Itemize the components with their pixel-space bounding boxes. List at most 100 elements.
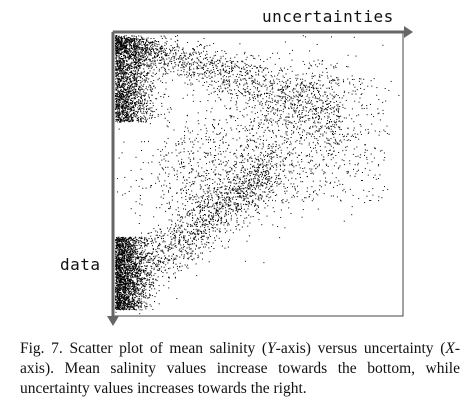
scatter-point — [122, 103, 124, 105]
scatter-point — [146, 64, 148, 66]
scatter-point — [298, 111, 300, 113]
scatter-point — [214, 54, 216, 56]
scatter-point — [291, 107, 292, 109]
scatter-point — [314, 105, 316, 107]
scatter-point — [230, 100, 232, 102]
scatter-point — [119, 68, 121, 70]
scatter-point — [330, 159, 332, 161]
scatter-point — [322, 135, 324, 137]
scatter-point — [285, 73, 287, 75]
scatter-point — [292, 186, 294, 188]
scatter-point — [321, 74, 323, 76]
scatter-point — [139, 39, 141, 41]
scatter-point — [313, 147, 314, 149]
scatter-point — [301, 110, 303, 111]
scatter-point — [268, 97, 270, 99]
scatter-point — [355, 93, 357, 95]
scatter-point — [149, 113, 151, 115]
scatter-point — [254, 65, 256, 67]
scatter-point — [187, 223, 189, 225]
scatter-point — [290, 104, 292, 106]
scatter-point — [327, 103, 329, 105]
scatter-point — [275, 144, 277, 146]
scatter-point — [131, 100, 132, 101]
scatter-point — [117, 103, 119, 105]
scatter-point — [148, 261, 150, 263]
scatter-point — [229, 170, 231, 172]
scatter-point — [124, 36, 125, 38]
scatter-point — [119, 108, 121, 110]
scatter-point — [128, 121, 130, 123]
scatter-point — [255, 145, 257, 147]
scatter-point — [225, 175, 227, 177]
scatter-point — [165, 172, 166, 174]
scatter-point — [252, 128, 254, 130]
scatter-point — [251, 77, 253, 79]
scatter-point — [306, 107, 308, 109]
scatter-point — [215, 65, 217, 67]
scatter-point — [138, 63, 140, 65]
scatter-point — [186, 193, 188, 194]
scatter-point — [294, 112, 296, 114]
scatter-point — [125, 104, 127, 106]
scatter-point — [133, 40, 135, 41]
scatter-point — [266, 101, 268, 103]
scatter-point — [259, 188, 261, 190]
scatter-point — [235, 82, 237, 84]
scatter-point — [123, 84, 125, 86]
scatter-point — [178, 210, 180, 212]
scatter-point — [253, 57, 255, 59]
scatter-point — [187, 127, 189, 129]
scatter-point — [129, 41, 131, 43]
scatter-point — [199, 52, 201, 54]
scatter-point — [175, 246, 177, 248]
scatter-point — [135, 60, 137, 62]
scatter-point — [288, 116, 290, 118]
scatter-point — [216, 66, 218, 68]
scatter-point — [268, 129, 270, 131]
scatter-point — [129, 49, 131, 51]
scatter-point — [185, 55, 187, 57]
scatter-point — [249, 192, 251, 194]
scatter-point — [219, 187, 221, 189]
scatter-point — [126, 115, 128, 117]
scatter-point — [205, 136, 207, 137]
scatter-point — [206, 110, 208, 112]
scatter-point — [305, 120, 307, 122]
scatter-point — [248, 188, 249, 189]
scatter-point — [334, 95, 336, 97]
scatter-point — [242, 195, 244, 197]
scatter-point — [268, 71, 270, 73]
scatter-point — [313, 84, 315, 86]
scatter-point — [128, 102, 130, 104]
scatter-point — [202, 232, 204, 234]
scatter-point — [135, 38, 137, 40]
scatter-point — [209, 152, 211, 154]
scatter-point — [120, 94, 122, 96]
scatter-point — [131, 116, 133, 118]
scatter-point — [256, 174, 258, 176]
scatter-point — [155, 72, 157, 74]
scatter-point — [128, 99, 130, 101]
scatter-point — [329, 93, 331, 95]
scatter-point — [145, 103, 147, 104]
scatter-point — [179, 242, 181, 244]
scatter-point — [187, 83, 189, 85]
scatter-point — [125, 72, 127, 74]
scatter-point — [169, 61, 171, 63]
scatter-point — [243, 89, 245, 91]
scatter-point — [131, 63, 133, 65]
scatter-point — [204, 75, 206, 77]
scatter-point — [265, 139, 267, 141]
scatter-point — [241, 68, 243, 70]
scatter-point — [123, 67, 124, 69]
scatter-point — [140, 111, 142, 113]
scatter-point — [244, 51, 246, 53]
scatter-point — [168, 57, 170, 59]
scatter-point — [213, 127, 215, 128]
scatter-point — [282, 103, 284, 105]
scatter-point — [234, 66, 236, 68]
scatter-point — [130, 97, 132, 99]
scatter-point — [122, 90, 124, 92]
scatter-point — [119, 61, 120, 63]
